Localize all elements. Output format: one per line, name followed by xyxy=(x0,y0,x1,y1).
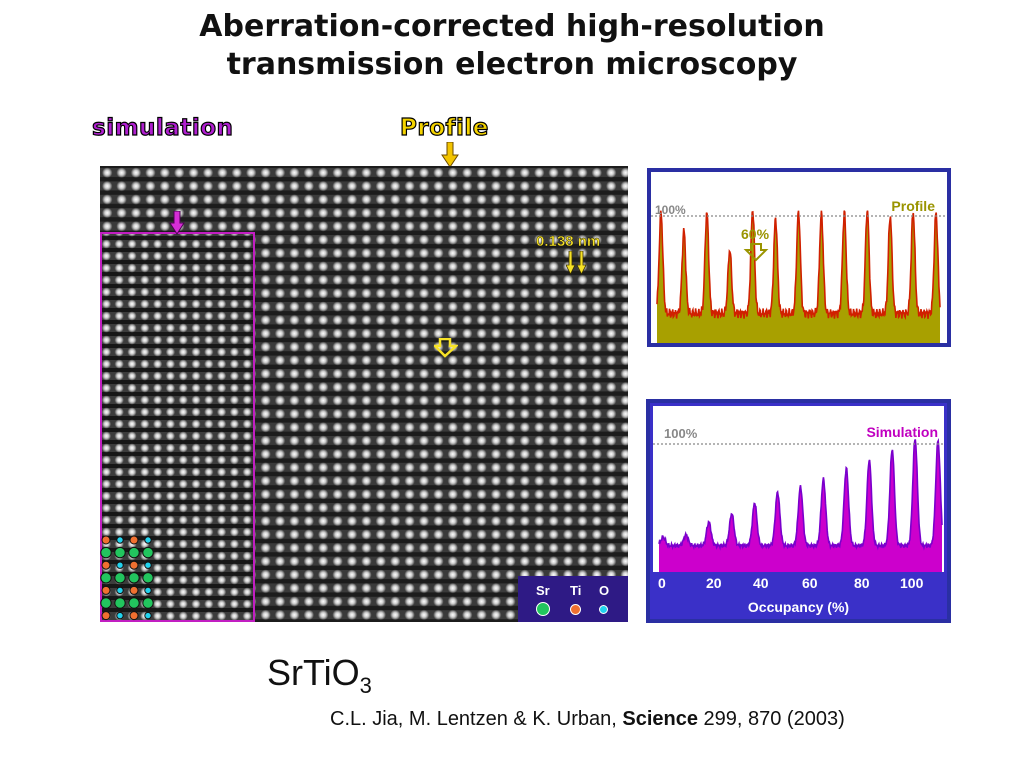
simulation-arrow-icon xyxy=(169,211,185,235)
scale-bar-arrows-icon xyxy=(566,251,587,275)
model-atom xyxy=(128,546,140,559)
model-atom xyxy=(101,611,111,621)
model-atom xyxy=(144,561,152,569)
model-atom xyxy=(100,572,112,584)
profile-area xyxy=(657,210,940,343)
profile-tag: Profile xyxy=(399,114,489,141)
formula-base: SrTiO xyxy=(267,652,360,693)
model-atom xyxy=(116,536,124,544)
citation-authors: C.L. Jia, M. Lentzen & K. Urban, xyxy=(330,708,623,730)
chemical-formula: SrTiO3 xyxy=(267,652,372,699)
model-atom xyxy=(128,597,140,609)
model-atom xyxy=(116,561,124,569)
model-atom xyxy=(101,560,111,570)
micrograph-image xyxy=(100,166,628,622)
simulation-chart-area: 100% Simulation xyxy=(653,406,944,572)
occupancy-tick-label: 0 xyxy=(658,575,666,591)
formula-subscript: 3 xyxy=(359,673,372,699)
model-atom xyxy=(114,597,126,609)
occupancy-tick-label: 80 xyxy=(854,575,870,591)
ti-atom-icon xyxy=(570,604,581,615)
model-atom xyxy=(128,572,140,584)
profile-marker-label: 60% xyxy=(741,226,770,242)
occupancy-tick-label: 20 xyxy=(706,575,722,591)
model-atom xyxy=(142,546,154,559)
legend-label-sr: Sr xyxy=(536,583,550,598)
simulation-chart xyxy=(653,437,944,572)
legend-label-o: O xyxy=(599,583,610,598)
model-atom xyxy=(114,546,126,559)
model-atom xyxy=(101,535,111,545)
title-line-2: transmission electron microscopy xyxy=(226,47,798,82)
citation-journal: Science xyxy=(622,708,698,730)
model-atom xyxy=(144,586,152,595)
simulation-tag: simulation xyxy=(91,114,234,141)
profile-plot-title: Profile xyxy=(891,198,935,214)
atom-legend: Sr Ti O xyxy=(518,576,628,622)
profile-line xyxy=(656,210,941,321)
hrtem-micrograph xyxy=(100,166,628,622)
model-atom xyxy=(144,536,152,544)
profile-plot: 100% Profile 60% xyxy=(647,168,951,347)
model-atom xyxy=(116,586,124,595)
occupancy-tick-label: 40 xyxy=(753,575,769,591)
occupancy-tick-label: 100 xyxy=(900,575,924,591)
scale-bar-label: 0.138 nm xyxy=(536,233,601,250)
model-atom xyxy=(101,585,111,595)
title-line-1: Aberration-corrected high-resolution xyxy=(199,9,825,44)
simulation-area xyxy=(659,439,942,572)
simulation-plot: 100% Simulation 0 20 40 60 80 100 Occupancy (… xyxy=(646,399,951,623)
model-atom xyxy=(116,611,124,620)
citation-details: 299, 870 (2003) xyxy=(697,708,845,730)
model-atom xyxy=(129,560,139,570)
occupancy-axis-label: Occupancy (%) xyxy=(747,599,850,615)
model-atom xyxy=(142,572,154,584)
profile-marker-arrow-icon xyxy=(743,243,769,262)
profile-chart xyxy=(651,210,947,343)
model-atom xyxy=(100,597,112,609)
vacancy-marker-icon xyxy=(434,338,458,358)
citation: C.L. Jia, M. Lentzen & K. Urban, Science… xyxy=(330,708,845,731)
model-atom xyxy=(114,572,126,584)
model-atom xyxy=(142,597,154,609)
model-atom xyxy=(100,546,112,559)
model-atom xyxy=(144,611,152,620)
atom-model-overlay xyxy=(100,535,154,621)
profile-arrow-icon xyxy=(441,142,459,168)
simulation-line xyxy=(658,437,943,551)
model-atom xyxy=(129,611,139,621)
occupancy-tick-label: 60 xyxy=(802,575,818,591)
sr-atom-icon xyxy=(536,602,550,616)
simulation-ref-label: 100% xyxy=(664,426,698,441)
model-atom xyxy=(129,585,139,595)
slide-title: Aberration-corrected high-resolution tra… xyxy=(0,8,1024,84)
model-atom xyxy=(129,535,139,545)
simulation-plot-title: Simulation xyxy=(866,424,938,440)
profile-ref-label: 100% xyxy=(655,203,686,217)
legend-label-ti: Ti xyxy=(570,583,582,598)
o-atom-icon xyxy=(599,605,608,614)
simulation-region xyxy=(100,233,254,622)
